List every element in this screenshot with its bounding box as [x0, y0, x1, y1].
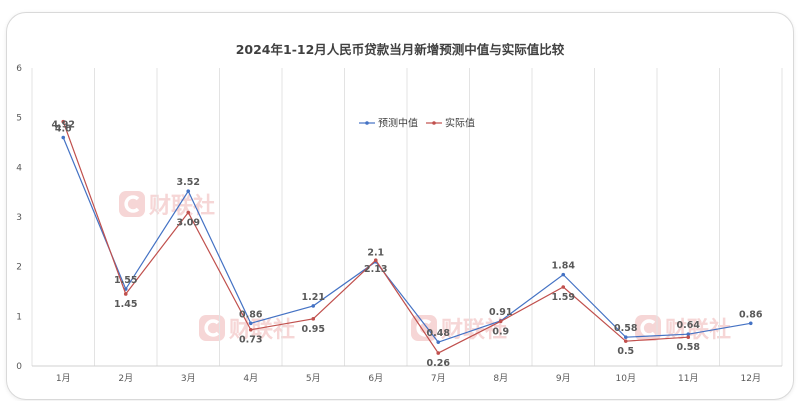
data-label: 0.95 — [302, 324, 325, 335]
data-point — [498, 319, 503, 324]
data-point — [623, 339, 628, 343]
y-tick-label: 6 — [16, 64, 22, 74]
data-point — [373, 258, 378, 263]
data-label: 0.86 — [739, 309, 763, 320]
legend-label: 实际值 — [445, 117, 475, 130]
x-tick-label: 4月 — [243, 373, 258, 384]
x-axis-ticks: 1月 2月 3月 4月 5月 6月 7月 8月 9月 10月 11月 12月 — [56, 373, 761, 384]
y-tick-label: 5 — [16, 114, 22, 124]
c-logo-glyph — [204, 319, 220, 337]
legend: 预测中值 实际值 — [359, 117, 475, 130]
watermark: 财联社 — [199, 315, 295, 343]
watermark-text: 财联社 — [665, 317, 731, 343]
data-point — [248, 321, 253, 326]
data-label: 4.92 — [52, 120, 75, 131]
data-point — [61, 119, 66, 124]
data-point — [311, 304, 316, 308]
c-logo-glyph — [640, 319, 656, 337]
data-label: 4.6 — [55, 124, 72, 135]
data-point — [186, 189, 191, 193]
data-label: 0.64 — [677, 320, 701, 331]
data-point — [561, 272, 566, 277]
y-tick-label: 3 — [16, 213, 22, 223]
x-tick-label: 11月 — [678, 373, 698, 384]
data-label: 2.1 — [367, 248, 384, 259]
data-label: 0.26 — [427, 358, 451, 369]
c-logo-icon — [199, 315, 225, 341]
y-tick-label: 1 — [16, 312, 22, 322]
data-label: 0.9 — [492, 326, 509, 337]
x-tick-label: 9月 — [556, 373, 571, 384]
data-point — [311, 317, 316, 321]
chart-card: 财联社 财联社 财联社 财联社 2024年1-12月人民币贷款当月新增预测中值与实际值… — [6, 12, 794, 400]
data-point — [186, 210, 191, 215]
x-tick-label: 10月 — [616, 373, 636, 384]
y-tick-label: 4 — [16, 163, 22, 173]
data-label: 3.09 — [177, 218, 200, 229]
data-point — [436, 351, 441, 355]
data-label: 1.55 — [114, 275, 137, 286]
data-label: 0.58 — [614, 323, 638, 334]
legend-label: 预测中值 — [378, 117, 418, 130]
data-point — [623, 335, 628, 339]
data-label: 3.52 — [177, 177, 200, 188]
data-point — [61, 135, 66, 140]
data-point — [123, 292, 128, 296]
data-label: 0.73 — [239, 335, 262, 346]
legend-marker — [432, 121, 436, 125]
y-tick-label: 2 — [16, 263, 22, 273]
legend-marker — [365, 121, 369, 125]
legend-item-2: 实际值 — [426, 117, 475, 130]
watermark: 财联社 — [635, 315, 731, 343]
data-label: 1.59 — [552, 292, 575, 303]
watermark-text: 财联社 — [229, 317, 295, 343]
x-tick-label: 2月 — [118, 373, 133, 384]
data-point — [248, 327, 253, 332]
x-tick-label: 5月 — [306, 373, 321, 384]
data-label: 0.5 — [617, 346, 634, 357]
c-logo-icon — [119, 191, 145, 217]
y-tick-label: 0 — [16, 362, 22, 372]
data-label: 0.86 — [239, 309, 263, 320]
data-point — [748, 321, 753, 326]
data-label: 2.13 — [364, 264, 387, 275]
data-label: 1.21 — [302, 292, 325, 303]
data-label: 0.58 — [677, 342, 701, 353]
watermark-text: 财联社 — [149, 193, 215, 219]
grid-lines — [31, 68, 783, 367]
series-layer — [61, 119, 753, 355]
y-axis-ticks: 0 1 2 3 4 5 6 — [16, 64, 22, 372]
x-tick-label: 1月 — [56, 373, 71, 384]
series-line-1 — [62, 137, 751, 343]
x-tick-label: 3月 — [181, 373, 196, 384]
data-point — [561, 285, 566, 289]
data-label: 1.45 — [114, 299, 137, 310]
watermark: 财联社 — [119, 191, 215, 219]
data-label: 0.48 — [427, 328, 451, 339]
chart-title: 2024年1-12月人民币贷款当月新增预测中值与实际值比较 — [236, 42, 565, 57]
data-labels: 4.6 1.55 3.52 0.86 1.21 2.1 0.48 0.91 1.84 0.58 0.… — [52, 120, 763, 369]
x-tick-label: 7月 — [431, 373, 446, 384]
x-tick-label: 12月 — [741, 373, 761, 384]
data-point — [686, 332, 691, 337]
data-point — [436, 340, 441, 344]
x-tick-label: 6月 — [368, 373, 383, 384]
x-tick-label: 8月 — [493, 373, 508, 384]
legend-item-1: 预测中值 — [359, 117, 418, 130]
c-logo-glyph — [124, 195, 140, 213]
data-label: 0.91 — [489, 307, 512, 318]
data-label: 1.84 — [552, 261, 576, 272]
data-point — [686, 335, 691, 339]
